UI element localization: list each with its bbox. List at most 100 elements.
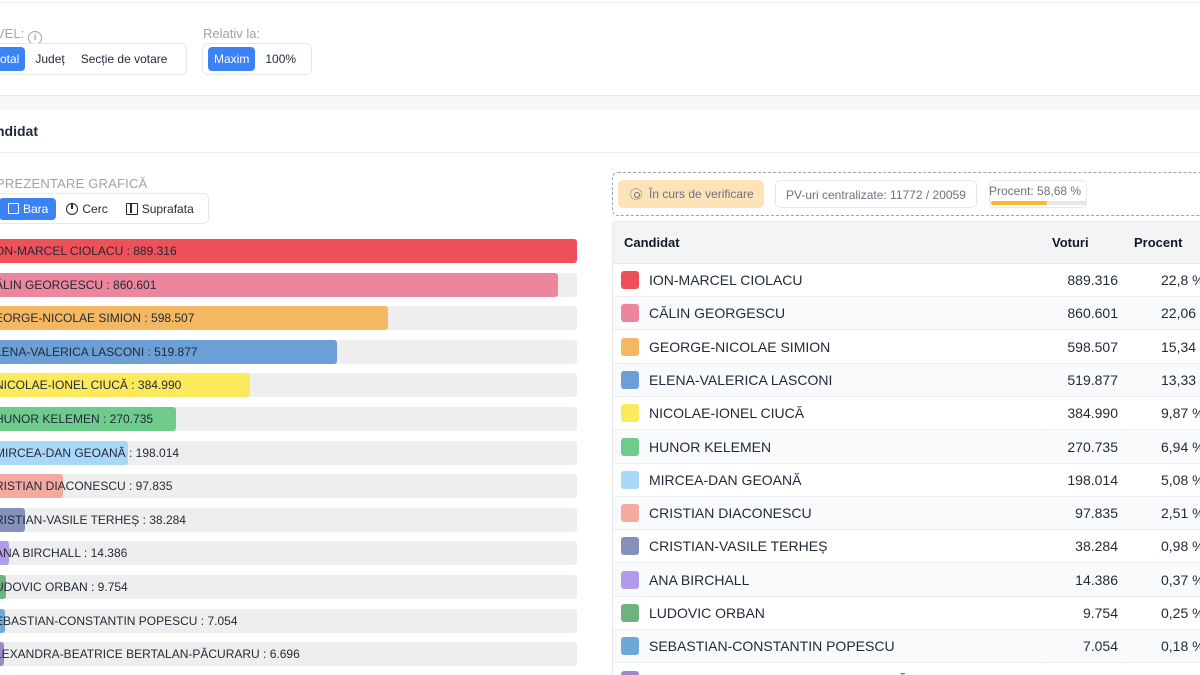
color-swatch — [621, 570, 639, 589]
table-header: Candidat Voturi Procent — [613, 222, 1200, 264]
table-row[interactable]: GEORGE-NICOLAE SIMION 598.507 15,34 % — [613, 330, 1200, 364]
header-candidate[interactable]: Candidat — [624, 235, 680, 250]
header-percent[interactable]: Procent — [1134, 235, 1183, 250]
graph-type-label: PREZENTARE GRAFICĂ — [0, 176, 148, 191]
candidate-percent: 0,37 % — [1161, 571, 1200, 588]
candidate-percent: 9,87 % — [1161, 405, 1200, 422]
candidate-percent: 13,33 % — [1161, 371, 1200, 388]
bar-mark[interactable] — [0, 239, 577, 263]
table-row[interactable]: NICOLAE-IONEL CIUCĂ 384.990 9,87 % — [613, 397, 1200, 431]
relative-segmented-control: Maxim 100% — [202, 43, 312, 75]
section-divider — [0, 152, 1200, 153]
graph-tab-suprafata[interactable]: Suprafata — [118, 198, 202, 220]
verification-status-badge: În curs de verificare — [618, 180, 764, 208]
graph-type-tabs: Bara Cerc Suprafata — [0, 193, 209, 224]
candidate-votes: 7.054 — [1082, 638, 1118, 655]
bar-mark[interactable] — [0, 541, 10, 566]
bar-label: MIRCEA-DAN GEOANĂ : 198.014 — [0, 445, 180, 460]
candidate-name: ION-MARCEL CIOLACU — [649, 272, 803, 288]
bar-label: LENA-VALERICA LASCONI : 519.877 — [0, 344, 198, 359]
table-row[interactable]: LUDOVIC ORBAN 9.754 0,25 % — [613, 597, 1200, 630]
table-row[interactable]: ALEXANDRA-BEATRICE BERTALAN-PĂCURARU 6.69… — [613, 663, 1200, 675]
bar-mark[interactable] — [0, 272, 559, 297]
color-swatch — [621, 370, 639, 389]
candidate-percent: 22,8 % — [1161, 272, 1200, 288]
level-option-1[interactable]: Județ — [35, 52, 65, 66]
bar-chart-icon — [7, 203, 19, 214]
bar-label: EBASTIAN-CONSTANTIN POPESCU : 7.054 — [0, 613, 238, 628]
table-row[interactable]: ELENA-VALERICA LASCONI 519.877 13,33 % — [613, 363, 1200, 397]
table-row[interactable]: HUNOR KELEMEN 270.735 6,94 % — [613, 430, 1200, 464]
bar-mark[interactable] — [0, 608, 5, 633]
relative-option-0[interactable]: Maxim — [208, 47, 256, 71]
bar-track: ANA BIRCHALL : 14.386 — [0, 541, 577, 566]
top-filter-bar: VEL: i otal Județ Secție de votare Relativ … — [0, 0, 1200, 96]
table-row[interactable]: CRISTIAN DIACONESCU 97.835 2,51 % — [613, 497, 1200, 531]
candidate-percent: 0,25 % — [1161, 605, 1200, 621]
candidate-percent: 5,08 % — [1161, 471, 1200, 488]
top-divider — [0, 0, 1200, 3]
candidate-section: ndidat PREZENTARE GRAFICĂ Bara Cerc Supraf… — [0, 110, 1200, 675]
table-row[interactable]: SEBASTIAN-CONSTANTIN POPESCU 7.054 0,18 % — [613, 630, 1200, 664]
status-panel: În curs de verificare PV-uri centralizat… — [612, 172, 1200, 216]
candidate-votes: 38.284 — [1075, 538, 1118, 555]
candidate-name: ALEXANDRA-BEATRICE BERTALAN-PĂCURARU — [649, 672, 967, 675]
color-swatch — [621, 670, 639, 675]
bar-label: RISTIAN-VASILE TERHEȘ : 38.284 — [0, 512, 186, 527]
candidate-votes: 14.386 — [1075, 571, 1118, 588]
graph-tab-cerc[interactable]: Cerc — [58, 198, 115, 220]
candidate-votes: 860.601 — [1067, 305, 1118, 322]
bar-mark[interactable] — [0, 440, 129, 465]
candidate-percent: 15,34 % — [1161, 338, 1200, 355]
candidate-votes: 519.877 — [1067, 371, 1118, 388]
graph-tab-bara[interactable]: Bara — [0, 197, 57, 220]
level-segmented-control: otal Județ Secție de votare — [0, 43, 187, 75]
area-chart-icon — [125, 203, 138, 215]
percent-label: Procent: 58,68 % — [989, 184, 1082, 198]
candidate-name: CĂLIN GEORGESCU — [649, 305, 786, 322]
bar-label: UDOVIC ORBAN : 9.754 — [0, 580, 128, 594]
color-swatch — [621, 637, 639, 656]
level-option-2[interactable]: Secție de votare — [80, 52, 168, 66]
candidate-percent: 0,98 % — [1161, 538, 1200, 555]
color-swatch — [621, 504, 639, 523]
bar-mark[interactable] — [0, 474, 64, 499]
percent-progress: Procent: 58,68 % — [989, 180, 1087, 208]
level-option-0[interactable]: otal — [0, 47, 26, 71]
candidate-percent: 22,06 % — [1161, 305, 1200, 322]
bar-label: ON-MARCEL CIOLACU : 889.316 — [0, 244, 177, 258]
table-row[interactable]: ANA BIRCHALL 14.386 0,37 % — [613, 563, 1200, 597]
table-row[interactable]: CRISTIAN-VASILE TERHEȘ 38.284 0,98 % — [613, 530, 1200, 564]
bar-mark[interactable] — [0, 339, 338, 364]
relative-option-1[interactable]: 100% — [265, 52, 297, 66]
candidate-name: LUDOVIC ORBAN — [649, 605, 765, 621]
candidate-name: CRISTIAN-VASILE TERHEȘ — [649, 538, 828, 555]
bar-mark[interactable] — [0, 642, 5, 667]
candidate-percent: 2,51 % — [1161, 505, 1200, 522]
bar-mark[interactable] — [0, 407, 176, 431]
bar-track: LENA-VALERICA LASCONI : 519.877 — [0, 339, 577, 364]
bar-mark[interactable] — [0, 575, 7, 599]
bar-mark[interactable] — [0, 373, 250, 398]
candidate-percent: 0,18 % — [1161, 638, 1200, 655]
pie-chart-icon — [66, 203, 79, 215]
candidate-votes: 889.316 — [1067, 272, 1118, 288]
relative-filter-label: Relativ la: — [203, 26, 261, 41]
color-swatch — [621, 604, 639, 622]
bar-mark[interactable] — [0, 507, 25, 532]
candidate-percent: 6,94 % — [1161, 438, 1200, 455]
header-votes[interactable]: Voturi — [1052, 235, 1089, 250]
candidate-votes: 270.735 — [1067, 438, 1118, 455]
graph-tab-label: Suprafata — [141, 201, 194, 216]
table-row[interactable]: MIRCEA-DAN GEOANĂ 198.014 5,08 % — [613, 463, 1200, 497]
bar-track: UDOVIC ORBAN : 9.754 — [0, 575, 577, 599]
bar-mark[interactable] — [0, 306, 389, 331]
candidate-name: NICOLAE-IONEL CIUCĂ — [649, 405, 805, 422]
bar-label: EORGE-NICOLAE SIMION : 598.507 — [0, 311, 195, 326]
graph-tab-label: Cerc — [82, 201, 108, 216]
table-row[interactable]: ION-MARCEL CIOLACU 889.316 22,8 % — [613, 264, 1200, 297]
bar-track: NICOLAE-IONEL CIUCĂ : 384.990 — [0, 373, 577, 398]
table-row[interactable]: CĂLIN GEORGESCU 860.601 22,06 % — [613, 297, 1200, 331]
candidate-votes: 9.754 — [1082, 605, 1118, 621]
color-swatch — [621, 437, 639, 456]
